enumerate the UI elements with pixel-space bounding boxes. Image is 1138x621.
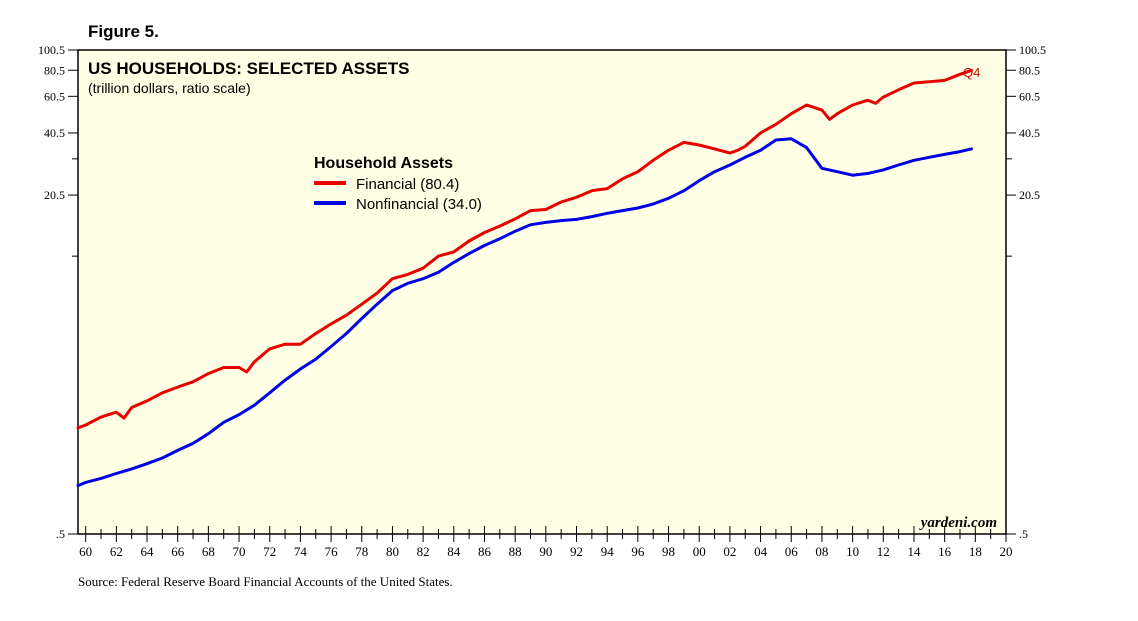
y-tick-label-left: 40.5: [44, 126, 65, 140]
plot-area: [77, 49, 1007, 535]
legend-entry-nonfinancial: Nonfinancial (34.0): [356, 196, 482, 213]
x-tick-label: 86: [478, 544, 492, 559]
chart-title: US HOUSEHOLDS: SELECTED ASSETS: [88, 59, 409, 78]
y-tick-label-left: 100.5: [38, 43, 65, 57]
x-tick-label: 14: [907, 544, 921, 559]
y-tick-label-left: 80.5: [44, 63, 65, 77]
chart-subtitle: (trillion dollars, ratio scale): [88, 80, 251, 96]
series-line-financial: [76, 68, 973, 430]
x-tick-label: 84: [447, 544, 461, 559]
x-tick-label: 10: [846, 544, 859, 559]
y-tick-label-right: 20.5: [1019, 188, 1040, 202]
x-tick-label: 62: [110, 544, 123, 559]
legend: Household Assets Financial (80.4) Nonfin…: [314, 155, 482, 213]
y-tick-label-left: .5: [56, 527, 65, 541]
watermark: yardeni.com: [919, 515, 997, 531]
y-tick-label-right: 100.5: [1019, 43, 1046, 57]
x-tick-label: 64: [141, 544, 155, 559]
x-tick-label: 96: [631, 544, 645, 559]
x-tick-label: 78: [355, 544, 368, 559]
x-tick-label: 20: [1000, 544, 1013, 559]
x-tick-label: 82: [417, 544, 430, 559]
x-tick-label: 72: [263, 544, 276, 559]
series-lines: [76, 68, 973, 488]
end-label-q4: Q4: [963, 65, 980, 80]
x-tick-label: 18: [969, 544, 982, 559]
y-tick-label-right: 80.5: [1019, 63, 1040, 77]
x-tick-label: 92: [570, 544, 583, 559]
x-tick-label: 06: [785, 544, 799, 559]
x-tick-label: 00: [693, 544, 706, 559]
x-tick-label: 08: [815, 544, 828, 559]
figure-label: Figure 5.: [88, 22, 159, 41]
y-tick-label-right: 60.5: [1019, 89, 1040, 103]
x-tick-label: 74: [294, 544, 308, 559]
y-tick-label-left: 20.5: [44, 188, 65, 202]
x-tick-label: 66: [171, 544, 185, 559]
x-tick-label: 94: [601, 544, 615, 559]
x-tick-label: 88: [509, 544, 522, 559]
x-tick-label: 02: [723, 544, 736, 559]
x-tick-label: 98: [662, 544, 675, 559]
legend-entry-financial: Financial (80.4): [356, 176, 459, 193]
x-tick-label: 12: [877, 544, 890, 559]
legend-title: Household Assets: [314, 155, 453, 172]
x-tick-label: 04: [754, 544, 768, 559]
x-tick-label: 76: [325, 544, 339, 559]
y-tick-label-left: 60.5: [44, 89, 65, 103]
x-axis: 60 62 64 66 68 70 72 74 76 78 80 82 84 86 88 90 92 94 96 98…: [79, 526, 1013, 559]
x-tick-label: 68: [202, 544, 215, 559]
x-tick-label: 16: [938, 544, 952, 559]
x-tick-label: 80: [386, 544, 399, 559]
source-note: Source: Federal Reserve Board Financial …: [78, 574, 453, 589]
x-tick-label: 70: [233, 544, 246, 559]
y-tick-label-right: .5: [1019, 527, 1028, 541]
y-axis-left: 100.5 80.5 60.5 40.5 20.5 .5: [38, 43, 78, 541]
x-tick-label: 90: [539, 544, 552, 559]
x-tick-label: 60: [79, 544, 92, 559]
y-tick-label-right: 40.5: [1019, 126, 1040, 140]
y-axis-right: 100.5 80.5 60.5 40.5 20.5 .5: [1006, 43, 1046, 541]
series-line-nonfinancial: [76, 137, 973, 488]
